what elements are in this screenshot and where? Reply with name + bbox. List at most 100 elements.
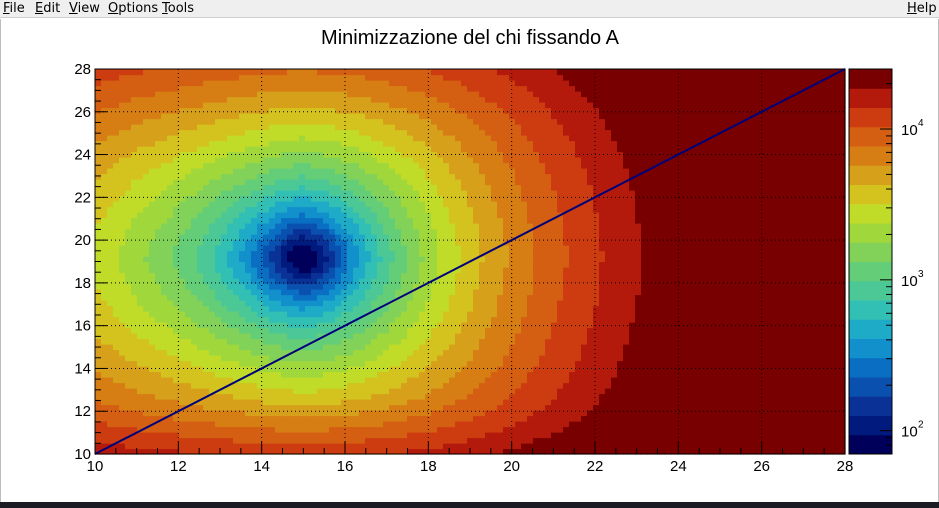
heatmap-cell [509, 399, 516, 406]
heatmap-cell [815, 250, 822, 257]
heatmap-cell [623, 377, 630, 384]
heatmap-cell [809, 267, 816, 274]
heatmap-cell [671, 316, 678, 323]
heatmap-cell [431, 267, 438, 274]
heatmap-cell [149, 410, 156, 417]
heatmap-cell [215, 426, 222, 433]
heatmap-cell [143, 256, 150, 263]
heatmap-cell [395, 437, 402, 444]
heatmap-cell [227, 289, 234, 296]
heatmap-cell [755, 261, 762, 268]
heatmap-cell [647, 349, 654, 356]
heatmap-cell [137, 250, 144, 257]
heatmap-cell [95, 421, 102, 428]
heatmap-cell [509, 410, 516, 417]
heatmap-cell [341, 388, 348, 395]
heatmap-cell [467, 421, 474, 428]
heatmap-cell [473, 415, 480, 422]
heatmap-cell [563, 421, 570, 428]
heatmap-cell [557, 311, 564, 318]
heatmap-cell [617, 327, 624, 334]
heatmap-cell [95, 300, 102, 307]
heatmap-cell [527, 448, 534, 455]
heatmap-cell [611, 443, 618, 450]
heatmap-cell [245, 415, 252, 422]
heatmap-cell [341, 404, 348, 411]
heatmap-cell [545, 421, 552, 428]
heatmap-cell [101, 261, 108, 268]
heatmap-cell [347, 448, 354, 455]
heatmap-cell [299, 327, 306, 334]
menu-edit[interactable]: Edit [35, 1, 60, 17]
heatmap-cell [833, 344, 840, 351]
heatmap-cell [677, 245, 684, 252]
heatmap-cell [371, 360, 378, 367]
heatmap-cell [617, 278, 624, 285]
heatmap-cell [167, 338, 174, 345]
heatmap-cell [299, 256, 306, 263]
heatmap-cell [101, 311, 108, 318]
heatmap-cell [95, 443, 102, 450]
heatmap-cell [467, 333, 474, 340]
heatmap-cell [635, 272, 642, 279]
heatmap-cell [173, 322, 180, 329]
heatmap-cell [647, 300, 654, 307]
heatmap-cell [539, 410, 546, 417]
chart[interactable]: Minimizzazione del chi fissando A 10 12 14… [1, 19, 938, 502]
heatmap-cell [677, 393, 684, 400]
heatmap-cell [659, 410, 666, 417]
heatmap-cell [119, 322, 126, 329]
heatmap-cell [599, 410, 606, 417]
menu-help[interactable]: Help [907, 1, 937, 17]
heatmap-cell [803, 267, 810, 274]
heatmap-cell [395, 366, 402, 373]
heatmap-cell [137, 388, 144, 395]
menu-options[interactable]: Options [108, 1, 158, 17]
heatmap-cell [281, 311, 288, 318]
heatmap-cell [719, 272, 726, 279]
heatmap-cell [437, 382, 444, 389]
heatmap-cell [773, 322, 780, 329]
heatmap-cell [569, 311, 576, 318]
heatmap-cells[interactable] [95, 69, 846, 455]
heatmap-cell [701, 333, 708, 340]
heatmap-cell [431, 421, 438, 428]
heatmap-cell [791, 410, 798, 417]
heatmap-cell [563, 322, 570, 329]
heatmap-cell [467, 344, 474, 351]
heatmap-cell [653, 245, 660, 252]
heatmap-cell [641, 382, 648, 389]
heatmap-cell [113, 415, 120, 422]
heatmap-cell [119, 366, 126, 373]
menu-view[interactable]: View [69, 1, 100, 17]
heatmap-cell [245, 245, 252, 252]
heatmap-cell [605, 377, 612, 384]
heatmap-cell [107, 333, 114, 340]
heatmap-cell [605, 316, 612, 323]
heatmap-cell [395, 421, 402, 428]
heatmap-cell [263, 349, 270, 356]
heatmap-cell [395, 316, 402, 323]
heatmap-cell [389, 432, 396, 439]
menu-tools[interactable]: Tools [162, 1, 194, 17]
heatmap-cell [587, 311, 594, 318]
heatmap-cell [431, 294, 438, 301]
heatmap-cell [689, 371, 696, 378]
heatmap-cell [107, 338, 114, 345]
heatmap-cell [353, 311, 360, 318]
heatmap-cell [731, 261, 738, 268]
heatmap-cell [737, 432, 744, 439]
heatmap-cell [161, 327, 168, 334]
heatmap-cell [797, 371, 804, 378]
heatmap-cell [731, 371, 738, 378]
heatmap-cell [287, 366, 294, 373]
menu-file[interactable]: File [3, 1, 25, 17]
heatmap-cell [491, 261, 498, 268]
heatmap-cell [575, 327, 582, 334]
canvas[interactable]: Minimizzazione del chi fissando A 10 12 14… [0, 19, 939, 502]
heatmap-cell [485, 316, 492, 323]
heatmap-cell [251, 377, 258, 384]
heatmap-cell [671, 432, 678, 439]
heatmap-cell [713, 272, 720, 279]
heatmap-cell [725, 300, 732, 307]
